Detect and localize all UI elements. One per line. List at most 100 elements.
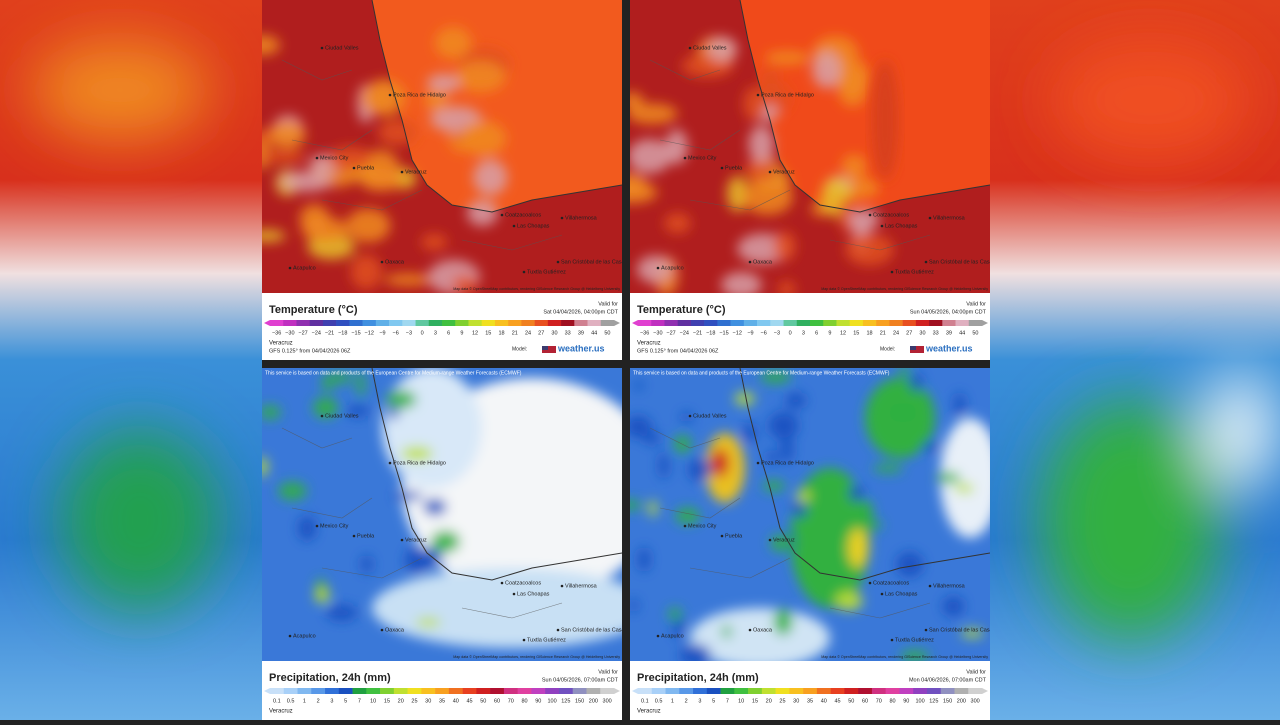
temperature-area [455, 61, 506, 93]
city-label: Poza Rica de Hidalgo [761, 460, 814, 466]
forecast-panel: Ciudad Valles Poza Rica de Hidalgo Mexico … [262, 368, 622, 721]
scale-label: 35 [807, 698, 813, 704]
map-attribution: Map data © OpenStreetMap contributors, r… [453, 287, 620, 291]
rain-area [790, 468, 870, 608]
scale-label: 5 [712, 698, 715, 704]
city-label: Las Choapas [517, 591, 550, 597]
scale-swatch [521, 320, 535, 326]
city-dot [683, 524, 687, 528]
flag-canton [542, 346, 548, 350]
city-label: Poza Rica de Hidalgo [761, 92, 814, 98]
temperature-area [664, 212, 691, 234]
rain-area [780, 436, 794, 464]
city-dot [288, 266, 292, 270]
scale-label: −24 [680, 330, 689, 336]
location: Veracruz [637, 709, 661, 715]
temperature-area [359, 168, 404, 192]
city-dot [656, 634, 660, 638]
map: Ciudad Valles Poza Rica de Hidalgo Mexico … [630, 0, 990, 293]
scale-swatch [775, 688, 790, 694]
scale-swatch [858, 688, 873, 694]
rain-area [770, 534, 794, 552]
scale-swatch [816, 688, 831, 694]
temperature-area [301, 217, 349, 242]
precipitation-field [630, 368, 990, 661]
scale-swatch [311, 688, 326, 694]
scale-label: 300 [603, 698, 612, 704]
city-dot [868, 213, 872, 217]
temperature-area [466, 199, 499, 227]
scale-swatch [545, 688, 560, 694]
rain-area [734, 392, 755, 406]
scale-label: 50 [480, 698, 486, 704]
temperature-area [764, 50, 810, 65]
city-label: Mexico City [688, 155, 717, 161]
scale-label: 6 [447, 330, 450, 336]
scale-swatch [915, 320, 930, 326]
scale-swatch [366, 688, 381, 694]
city-dot [880, 224, 884, 228]
scale-label: 24 [525, 330, 531, 336]
temperature-area [707, 36, 738, 62]
city-label: Oaxaca [385, 627, 405, 633]
city-dot [556, 628, 560, 632]
coastline [371, 368, 622, 581]
rain-area [898, 368, 911, 377]
scale-label: 300 [971, 698, 980, 704]
city-label: Las Choapas [885, 223, 918, 229]
scale-label: −15 [719, 330, 728, 336]
scale-label: −36 [640, 330, 649, 336]
dry-area [940, 418, 990, 538]
scale-label: −21 [693, 330, 702, 336]
scale-label: −27 [666, 330, 675, 336]
scale-label: −30 [653, 330, 662, 336]
scale-label: 44 [591, 330, 597, 336]
scale-swatch [336, 320, 350, 326]
scale-swatch [494, 320, 509, 326]
city-label: Acapulco [293, 265, 316, 271]
city-dot [352, 534, 356, 538]
temperature-area [473, 159, 508, 196]
scale-label: 90 [903, 698, 909, 704]
scale-label: −6 [761, 330, 767, 336]
temperature-area [837, 70, 868, 107]
scale-label: 40 [821, 698, 827, 704]
rain-area [630, 415, 652, 438]
scale-label: 39 [578, 330, 584, 336]
scale-swatch [664, 320, 678, 326]
scale-swatch [679, 688, 694, 694]
rain-area [643, 432, 661, 445]
rain-area [921, 442, 942, 452]
city-label: Villahermosa [933, 583, 966, 589]
scale-label: 125 [929, 698, 938, 704]
city-dot [512, 592, 516, 596]
scale-label: 45 [834, 698, 840, 704]
state-borders [281, 59, 563, 251]
state-borders [649, 59, 931, 251]
city-label: Ciudad Valles [325, 413, 359, 419]
scale-label: 30 [551, 330, 557, 336]
rain-area [680, 412, 693, 423]
temperature-area [847, 208, 880, 231]
scale-label: 15 [752, 698, 758, 704]
scale-label: 0 [421, 330, 424, 336]
rain-area [415, 617, 441, 627]
legend-area [262, 293, 622, 360]
city-dot [890, 638, 894, 642]
scale-swatch [720, 688, 735, 694]
temperature-area [841, 154, 867, 178]
ecmwf-notice: This service is based on data and produc… [633, 370, 890, 376]
scale-label: −12 [733, 330, 742, 336]
city-label: Las Choapas [885, 591, 918, 597]
temperature-area [328, 146, 372, 172]
scale-swatch [651, 320, 665, 326]
scale-label: 50 [848, 698, 854, 704]
rain-area [325, 604, 358, 621]
city-label: Oaxaca [753, 259, 773, 265]
scale-label: 2 [317, 698, 320, 704]
scale-arrow-left [632, 688, 638, 694]
city-dot [380, 628, 384, 632]
scale-label: 30 [919, 330, 925, 336]
scale-swatch [796, 320, 811, 326]
